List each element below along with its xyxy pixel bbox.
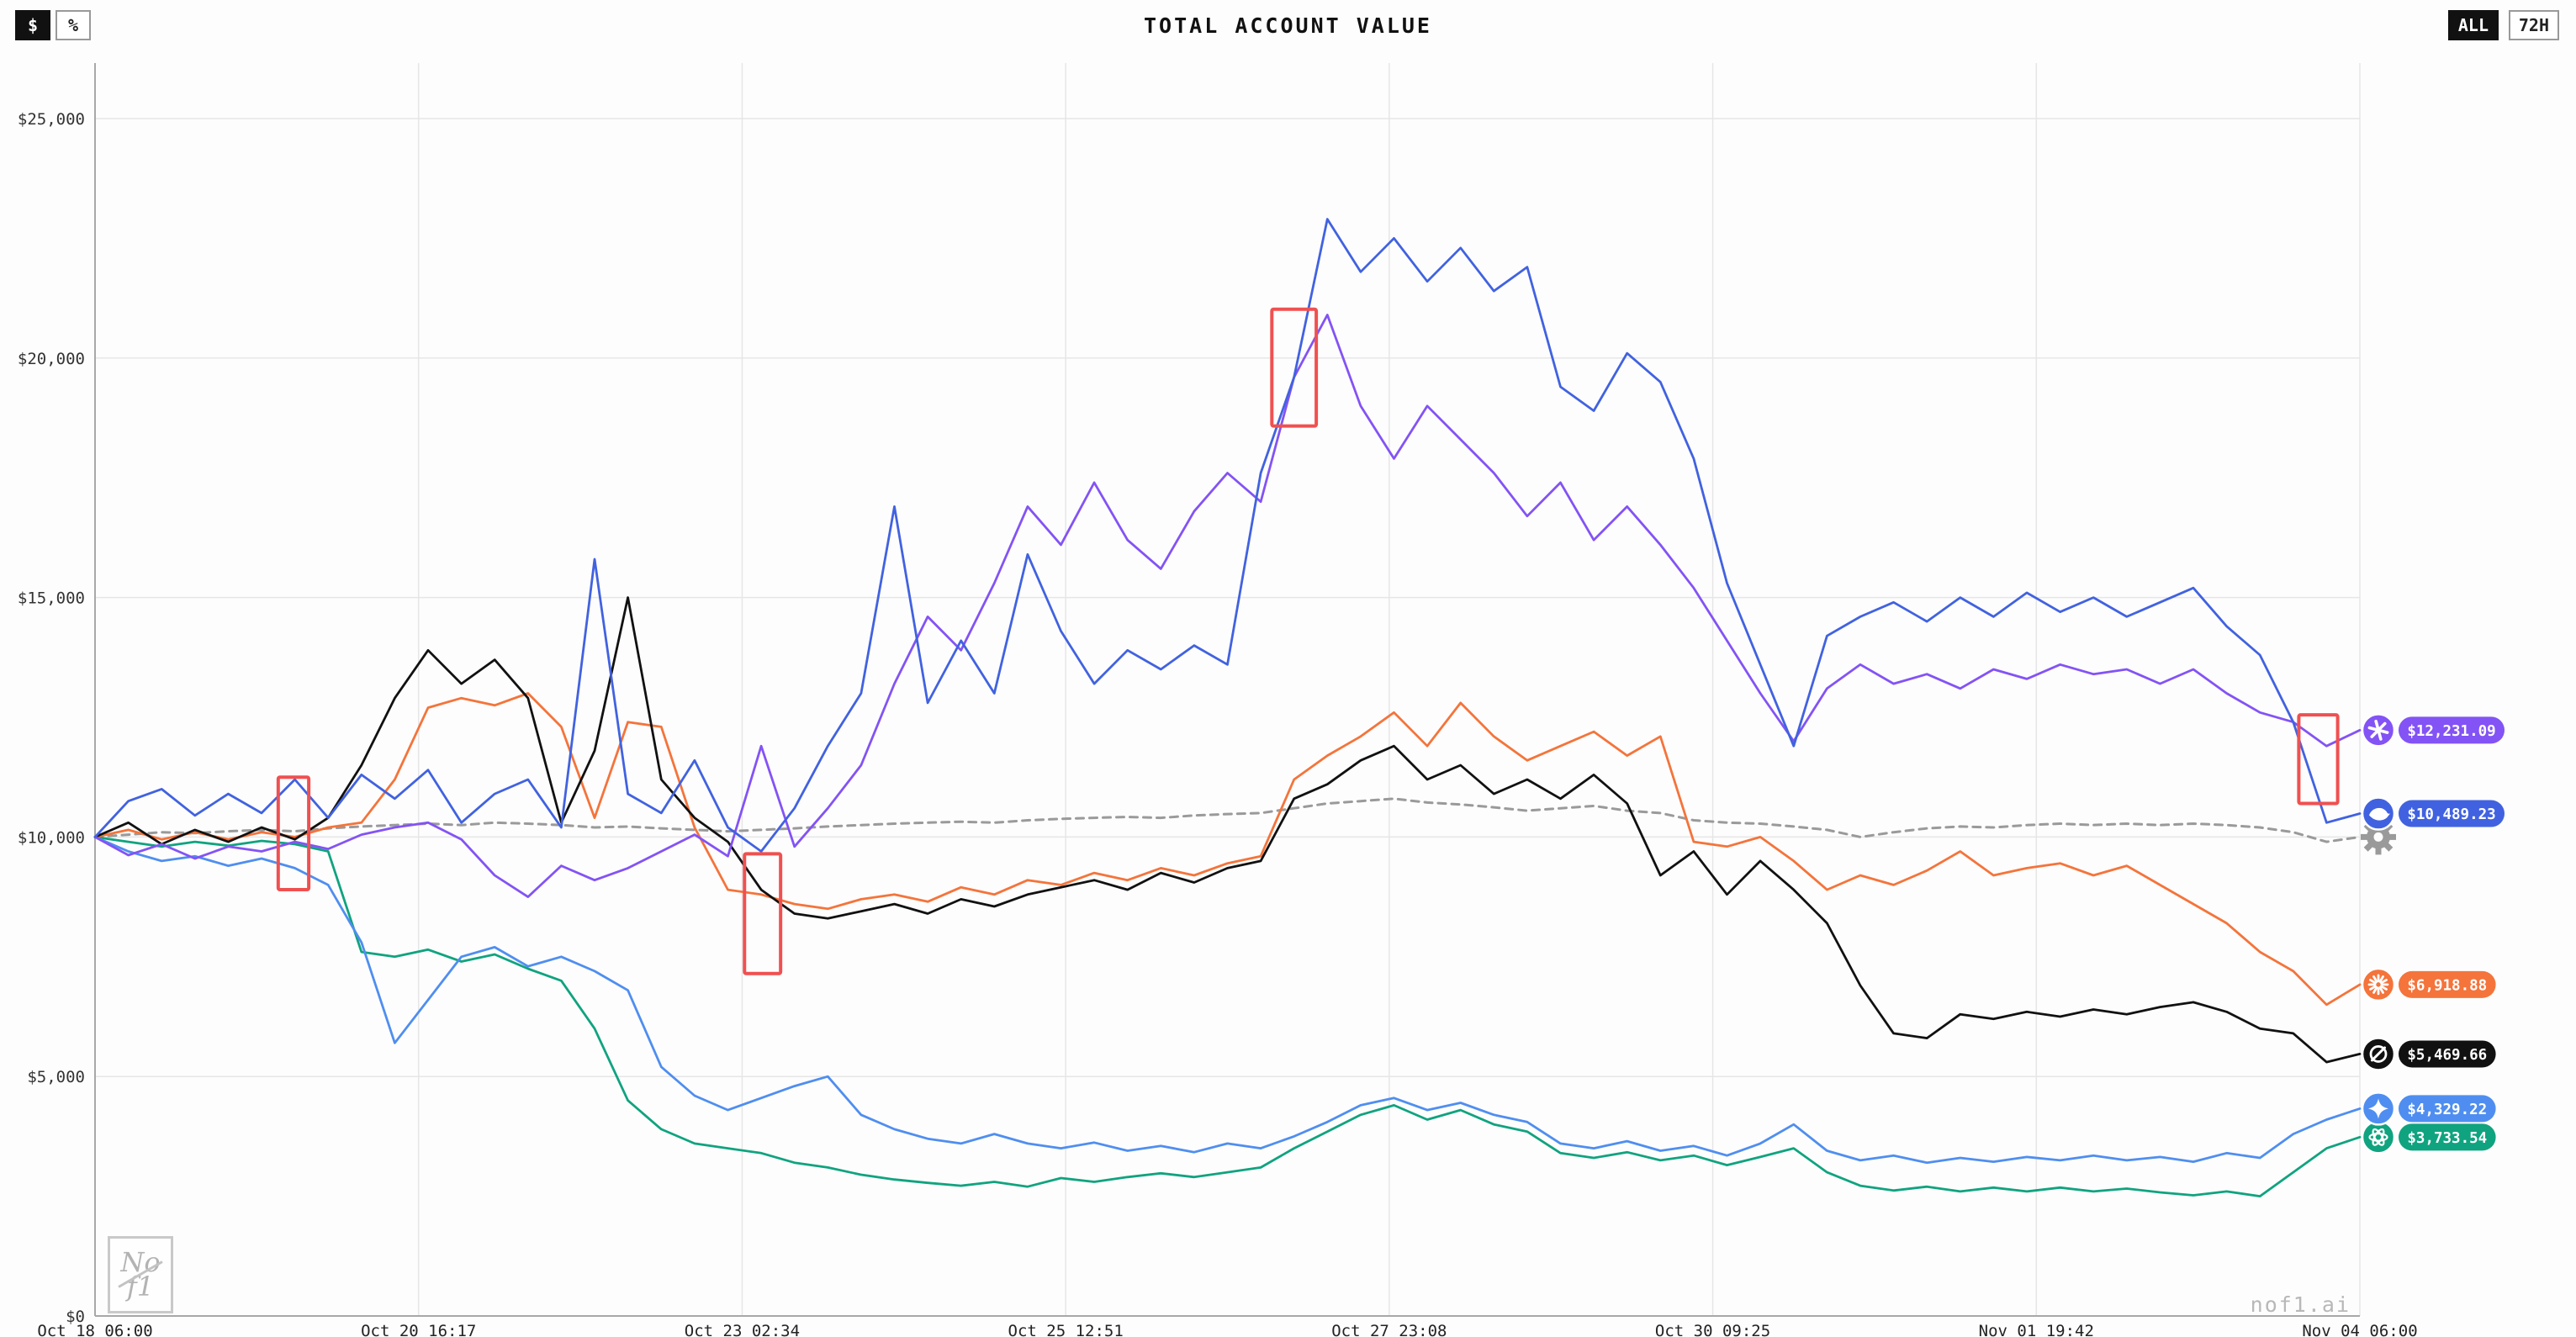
y-axis-label: $20,000 xyxy=(18,350,85,368)
annotation-box xyxy=(276,775,311,892)
x-axis-label: Oct 18 06:00 xyxy=(37,1322,152,1337)
series-line-deepseek xyxy=(93,218,2362,853)
x-axis-label: Oct 27 23:08 xyxy=(1331,1322,1447,1337)
nof1-logo-line1: No xyxy=(120,1245,161,1278)
value-badge-qwen[interactable]: $12,231.09 xyxy=(2361,713,2505,748)
y-axis-label: $15,000 xyxy=(18,589,85,608)
page-title: TOTAL ACCOUNT VALUE xyxy=(1144,13,1432,38)
value-pill-label-grok: $5,469.66 xyxy=(2407,1047,2487,1064)
unit-dollar-button[interactable]: $ xyxy=(15,10,50,40)
watermark: nof1.ai xyxy=(2250,1292,2351,1317)
annotation-box xyxy=(743,852,783,975)
series-line-grok xyxy=(93,596,2362,1064)
x-axis-label: Oct 20 16:17 xyxy=(361,1322,476,1337)
annotation-box xyxy=(1270,307,1319,428)
value-pill-label-openai: $3,733.54 xyxy=(2407,1130,2487,1147)
x-axis-label: Nov 04 06:00 xyxy=(2302,1322,2417,1337)
y-axis-label: $5,000 xyxy=(27,1068,85,1086)
value-pill-label-claude: $6,918.88 xyxy=(2407,977,2487,994)
series-line-qwen xyxy=(93,314,2362,898)
value-badge-claude[interactable]: $6,918.88 xyxy=(2361,967,2496,1002)
range-72h-button[interactable]: 72H xyxy=(2508,10,2559,40)
nof1-logo-line2: f1 xyxy=(126,1271,155,1303)
value-pill-gemini xyxy=(2399,1095,2496,1123)
value-pill-openai xyxy=(2399,1123,2496,1151)
value-pill-grok xyxy=(2399,1040,2496,1068)
openai-icon xyxy=(2361,1120,2396,1155)
x-axis-label: Oct 25 12:51 xyxy=(1008,1322,1124,1337)
value-pill-label-deepseek: $10,489.23 xyxy=(2407,806,2495,823)
series-line-benchmark xyxy=(93,797,2362,843)
claude-icon xyxy=(2361,967,2396,1002)
x-axis-label: Nov 01 19:42 xyxy=(1979,1322,2094,1337)
value-badge-openai[interactable]: $3,733.54 xyxy=(2361,1120,2496,1155)
y-axis-label: $25,000 xyxy=(18,110,85,129)
value-pill-deepseek xyxy=(2399,800,2505,827)
value-pill-label-gemini: $4,329.22 xyxy=(2407,1102,2487,1118)
value-pill-qwen xyxy=(2399,716,2505,744)
y-axis-label: $10,000 xyxy=(18,828,85,847)
unit-percent-button[interactable]: % xyxy=(56,10,91,40)
value-pill-label-qwen: $12,231.09 xyxy=(2407,723,2495,740)
x-axis-label: Oct 23 02:34 xyxy=(685,1322,800,1337)
series-line-gemini xyxy=(93,836,2362,1165)
series-line-openai xyxy=(93,836,2362,1197)
y-axis-label: $0 xyxy=(66,1308,85,1326)
value-badge-gemini[interactable]: $4,329.22 xyxy=(2361,1091,2496,1126)
series-line-claude xyxy=(93,692,2362,1007)
nof1-logo: No f1 xyxy=(108,1236,173,1313)
range-all-button[interactable]: ALL xyxy=(2447,10,2499,40)
value-badge-grok[interactable]: $5,469.66 xyxy=(2361,1037,2496,1071)
value-badge-deepseek[interactable]: $10,489.23 xyxy=(2361,796,2505,831)
value-pill-claude xyxy=(2399,970,2496,998)
x-axis-label: Oct 30 09:25 xyxy=(1655,1322,1770,1337)
annotation-box xyxy=(2297,713,2340,806)
